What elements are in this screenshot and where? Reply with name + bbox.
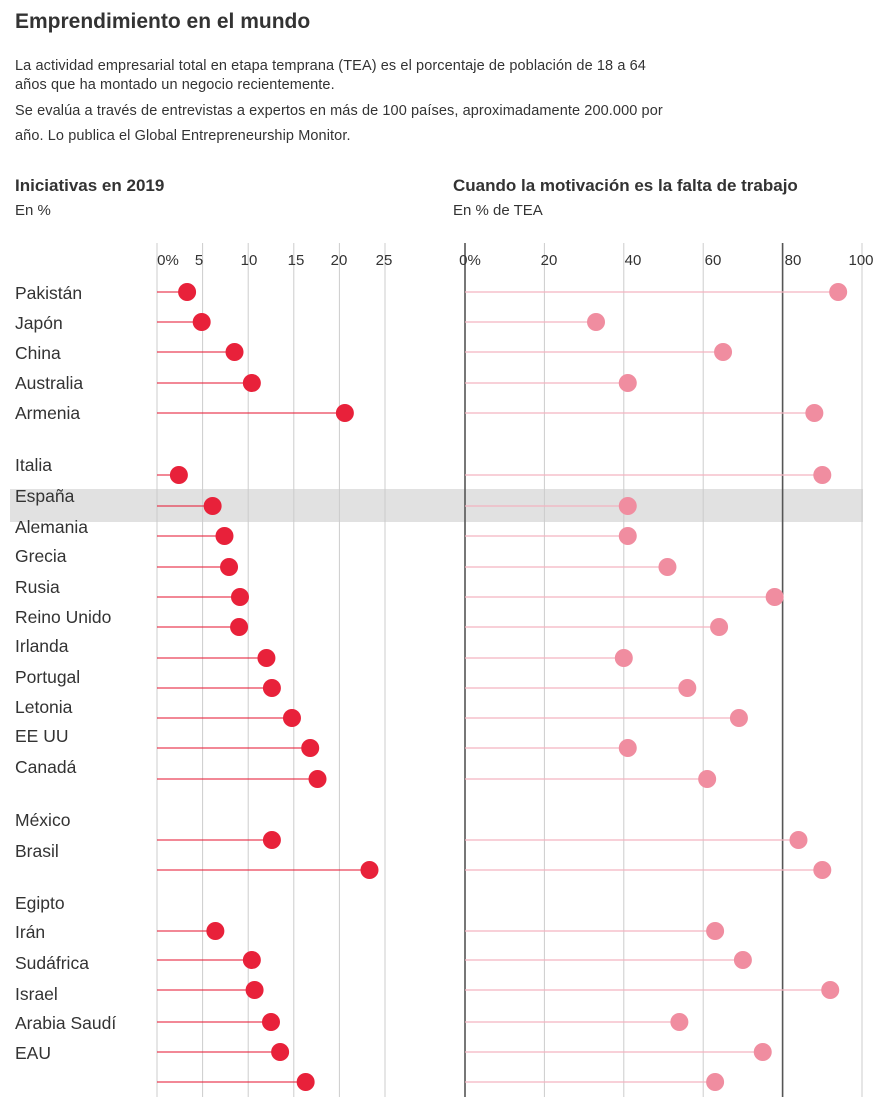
left-tick-label: 15 [288, 252, 305, 269]
left-dot [225, 343, 244, 361]
description-line-4: año. Lo publica el Global Entrepreneursh… [15, 128, 351, 144]
right-dot [729, 709, 748, 727]
left-dot [192, 313, 211, 331]
country-label: Italia [15, 455, 52, 475]
right-dot [813, 861, 832, 879]
left-dot [220, 558, 239, 576]
country-label: Irlanda [15, 636, 69, 656]
right-dot [618, 527, 637, 545]
left-dot [257, 649, 276, 667]
country-label: Canadá [15, 757, 77, 777]
left-dot [178, 283, 197, 301]
right-tick-label: 80 [785, 252, 802, 269]
right-dot [710, 618, 729, 636]
left-dot [215, 527, 234, 545]
right-dot [698, 770, 717, 788]
country-label: Brasil [15, 841, 59, 861]
country-label: Portugal [15, 667, 80, 687]
highlight-band [10, 489, 863, 522]
right-dot [614, 649, 633, 667]
right-dot [670, 1013, 689, 1031]
country-label: Israel [15, 984, 58, 1004]
description-line-2: años que ha montado un negocio recientem… [15, 77, 335, 93]
page-title: Emprendimiento en el mundo [15, 10, 311, 33]
right-dot [678, 679, 697, 697]
right-dot [813, 466, 832, 484]
left-tick-label: 25 [376, 252, 393, 269]
left-dot [169, 466, 188, 484]
country-label: EE UU [15, 726, 68, 746]
left-dot [301, 739, 320, 757]
left-tick-label: 20 [331, 252, 348, 269]
left-chart-title: Iniciativas en 2019 [15, 176, 165, 195]
left-dot [262, 831, 281, 849]
left-tick-label: 10 [241, 252, 258, 269]
right-tick-label: 0% [459, 252, 481, 269]
right-chart-subtitle: En % de TEA [453, 202, 543, 219]
country-label: Japón [15, 313, 63, 333]
left-chart-subtitle: En % [15, 202, 51, 219]
country-label: Reino Unido [15, 607, 111, 627]
left-dot [245, 981, 264, 999]
left-dot [242, 951, 261, 969]
country-label: Armenia [15, 403, 80, 423]
left-dot [206, 922, 225, 940]
country-label: Rusia [15, 577, 60, 597]
right-dot [618, 374, 637, 392]
country-label: China [15, 343, 61, 363]
country-label: Grecia [15, 546, 67, 566]
left-dot [308, 770, 327, 788]
right-dot [733, 951, 752, 969]
left-dot [262, 1013, 280, 1031]
country-label: Sudáfrica [15, 953, 89, 973]
right-dot [618, 497, 637, 515]
right-dot [821, 981, 840, 999]
country-label: Letonia [15, 697, 73, 717]
right-tick-label: 20 [541, 252, 558, 269]
right-dot [805, 404, 824, 422]
right-dot [658, 558, 677, 576]
left-dot [242, 374, 261, 392]
left-dot [203, 497, 222, 515]
right-dot [829, 283, 848, 301]
left-dot [230, 588, 249, 606]
right-dot [753, 1043, 772, 1061]
country-label: Alemania [15, 517, 88, 537]
right-dot [706, 1073, 725, 1091]
left-tick-label: 5 [195, 252, 203, 269]
right-dot [587, 313, 606, 331]
left-dot [360, 861, 379, 879]
right-tick-label: 60 [705, 252, 722, 269]
country-label: Egipto [15, 893, 65, 913]
right-dot [789, 831, 808, 849]
country-label: México [15, 810, 70, 830]
left-dot [282, 709, 301, 727]
right-dot [765, 588, 784, 606]
country-label: Pakistán [15, 283, 82, 303]
left-dot [335, 404, 354, 422]
country-label: Australia [15, 373, 83, 393]
description-line-1: La actividad empresarial total en etapa … [15, 58, 646, 74]
right-tick-label: 100 [848, 252, 873, 269]
right-chart-title: Cuando la motivación es la falta de trab… [453, 176, 798, 195]
left-dot [296, 1073, 315, 1091]
right-dot [714, 343, 733, 361]
right-dot [618, 739, 637, 757]
left-dot [271, 1043, 290, 1061]
left-dot [230, 618, 249, 636]
country-label: EAU [15, 1043, 51, 1063]
country-label: Irán [15, 922, 45, 942]
right-dot [706, 922, 725, 940]
description-line-3: Se evalúa a través de entrevistas a expe… [15, 103, 663, 119]
right-tick-label: 40 [625, 252, 642, 269]
left-tick-label: 0% [157, 252, 179, 269]
left-dot [262, 679, 281, 697]
country-label: Arabia Saudí [15, 1013, 116, 1033]
country-label: España [15, 486, 75, 506]
